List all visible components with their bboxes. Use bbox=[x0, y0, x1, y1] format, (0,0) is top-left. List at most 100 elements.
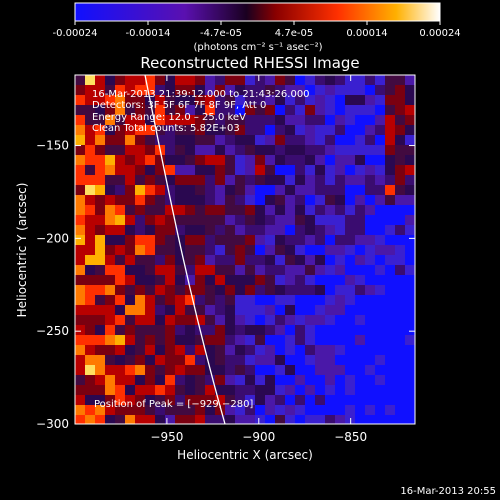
image-pixel bbox=[355, 135, 365, 145]
image-pixel bbox=[195, 285, 205, 295]
image-pixel bbox=[375, 245, 385, 255]
image-pixel bbox=[345, 195, 355, 205]
image-pixel bbox=[285, 405, 295, 415]
image-pixel bbox=[315, 95, 325, 105]
image-pixel bbox=[405, 325, 415, 335]
colorbar-tick-label: 0.00014 bbox=[346, 28, 387, 39]
image-pixel bbox=[295, 275, 305, 285]
image-pixel bbox=[385, 305, 395, 315]
image-pixel bbox=[255, 185, 265, 195]
image-pixel bbox=[285, 235, 295, 245]
image-pixel bbox=[185, 85, 195, 95]
image-pixel bbox=[115, 195, 125, 205]
image-pixel bbox=[145, 305, 155, 315]
image-pixel bbox=[95, 335, 105, 345]
image-pixel bbox=[375, 325, 385, 335]
image-pixel bbox=[95, 145, 105, 155]
image-pixel bbox=[295, 155, 305, 165]
image-pixel bbox=[165, 375, 175, 385]
image-pixel bbox=[75, 115, 85, 125]
image-pixel bbox=[305, 275, 315, 285]
image-pixel bbox=[395, 225, 405, 235]
image-pixel bbox=[315, 355, 325, 365]
image-pixel bbox=[255, 135, 265, 145]
image-pixel bbox=[305, 235, 315, 245]
image-pixel bbox=[295, 235, 305, 245]
image-pixel bbox=[355, 345, 365, 355]
image-pixel bbox=[335, 275, 345, 285]
image-pixel bbox=[265, 405, 275, 415]
image-pixel bbox=[155, 395, 165, 405]
image-pixel bbox=[315, 405, 325, 415]
image-pixel bbox=[195, 375, 205, 385]
image-pixel bbox=[195, 295, 205, 305]
image-pixel bbox=[375, 125, 385, 135]
image-pixel bbox=[265, 145, 275, 155]
image-pixel bbox=[195, 385, 205, 395]
image-pixel bbox=[135, 95, 145, 105]
image-pixel bbox=[175, 305, 185, 315]
image-pixel bbox=[375, 385, 385, 395]
image-pixel bbox=[75, 165, 85, 175]
image-pixel bbox=[405, 345, 415, 355]
image-pixel bbox=[405, 95, 415, 105]
image-pixel bbox=[125, 75, 135, 85]
image-pixel bbox=[145, 185, 155, 195]
image-pixel bbox=[285, 135, 295, 145]
image-pixel bbox=[405, 235, 415, 245]
image-pixel bbox=[315, 155, 325, 165]
image-pixels bbox=[75, 75, 415, 424]
image-pixel bbox=[235, 405, 245, 415]
image-pixel bbox=[165, 305, 175, 315]
image-pixel bbox=[355, 285, 365, 295]
image-pixel bbox=[365, 415, 375, 424]
image-pixel bbox=[185, 405, 195, 415]
image-pixel bbox=[215, 125, 225, 135]
image-pixel bbox=[255, 365, 265, 375]
image-pixel bbox=[205, 165, 215, 175]
image-pixel bbox=[225, 295, 235, 305]
image-pixel bbox=[115, 215, 125, 225]
image-pixel bbox=[375, 295, 385, 305]
image-pixel bbox=[105, 135, 115, 145]
image-pixel bbox=[355, 385, 365, 395]
x-tick-label: −850 bbox=[334, 430, 367, 444]
image-pixel bbox=[105, 325, 115, 335]
image-pixel bbox=[295, 135, 305, 145]
image-pixel bbox=[255, 215, 265, 225]
image-pixel bbox=[85, 345, 95, 355]
image-pixel bbox=[135, 355, 145, 365]
image-pixel bbox=[255, 195, 265, 205]
image-pixel bbox=[235, 355, 245, 365]
image-pixel bbox=[335, 85, 345, 95]
image-pixel bbox=[295, 115, 305, 125]
image-pixel bbox=[155, 325, 165, 335]
image-pixel bbox=[345, 255, 355, 265]
image-pixel bbox=[85, 405, 95, 415]
image-pixel bbox=[105, 215, 115, 225]
image-pixel bbox=[385, 135, 395, 145]
image-pixel bbox=[405, 115, 415, 125]
image-pixel bbox=[255, 255, 265, 265]
image-pixel bbox=[385, 275, 395, 285]
image-pixel bbox=[215, 275, 225, 285]
image-pixel bbox=[345, 385, 355, 395]
image-pixel bbox=[315, 115, 325, 125]
image-pixel bbox=[105, 225, 115, 235]
image-pixel bbox=[245, 275, 255, 285]
image-pixel bbox=[155, 185, 165, 195]
image-pixel bbox=[205, 215, 215, 225]
image-pixel bbox=[305, 335, 315, 345]
image-pixel bbox=[285, 115, 295, 125]
image-pixel bbox=[165, 85, 175, 95]
image-pixel bbox=[95, 125, 105, 135]
image-pixel bbox=[185, 145, 195, 155]
image-pixel bbox=[255, 225, 265, 235]
image-pixel bbox=[165, 235, 175, 245]
image-pixel bbox=[245, 395, 255, 405]
image-pixel bbox=[125, 355, 135, 365]
image-pixel bbox=[85, 325, 95, 335]
image-pixel bbox=[105, 145, 115, 155]
image-pixel bbox=[215, 185, 225, 195]
image-pixel bbox=[185, 355, 195, 365]
